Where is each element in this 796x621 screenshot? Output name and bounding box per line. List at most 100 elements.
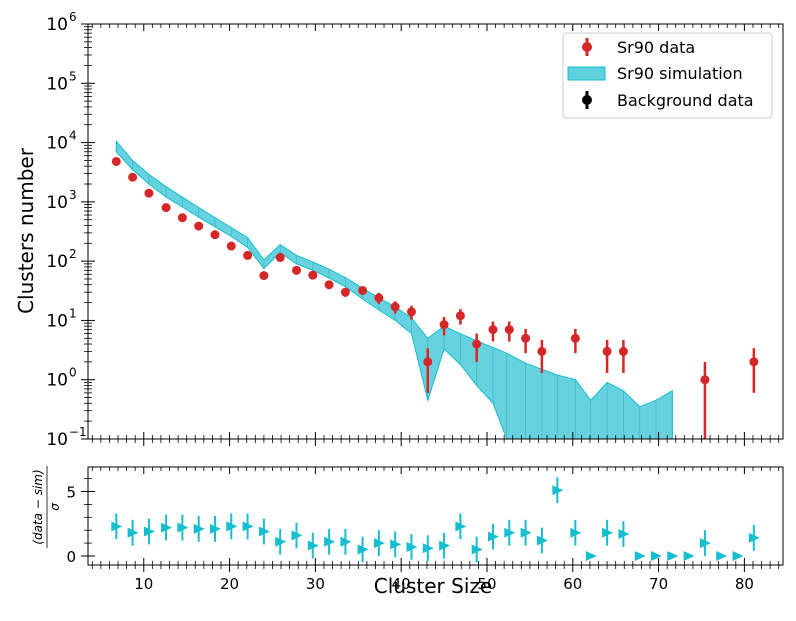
data-point bbox=[504, 325, 514, 335]
residual-point bbox=[667, 550, 679, 561]
data-point bbox=[340, 287, 350, 297]
residual-point bbox=[487, 531, 499, 542]
data-point bbox=[177, 213, 187, 223]
residual-point bbox=[439, 540, 451, 551]
simulation-band-layer bbox=[115, 139, 673, 440]
residual-points-layer bbox=[111, 477, 760, 563]
residual-point bbox=[357, 544, 369, 555]
ratio-y-tick-label: 5 bbox=[66, 484, 76, 502]
data-point bbox=[194, 221, 204, 231]
data-points-layer bbox=[111, 156, 759, 439]
legend-entry-sr90-simulation: Sr90 simulation bbox=[567, 64, 743, 83]
legend-label-sr90-simulation: Sr90 simulation bbox=[617, 64, 743, 83]
data-point bbox=[374, 293, 384, 303]
residual-point bbox=[504, 527, 516, 538]
residual-point bbox=[716, 550, 728, 561]
residual-point bbox=[209, 523, 221, 534]
x-tick-label: 50 bbox=[477, 575, 496, 593]
data-point bbox=[111, 156, 121, 166]
residual-point bbox=[651, 550, 663, 561]
residual-point bbox=[455, 521, 467, 532]
ratio-axes-frame bbox=[87, 466, 784, 566]
residual-point bbox=[699, 538, 711, 549]
residual-point bbox=[193, 523, 205, 534]
y-tick-exponent: 3 bbox=[69, 188, 77, 202]
residual-point bbox=[602, 527, 614, 538]
residual-point bbox=[536, 535, 548, 546]
y-tick-exponent: 4 bbox=[69, 129, 77, 143]
data-point bbox=[275, 253, 285, 263]
residual-point bbox=[177, 522, 189, 533]
data-point bbox=[259, 271, 269, 281]
residual-point bbox=[275, 536, 287, 547]
x-tick-label: 70 bbox=[649, 575, 668, 593]
legend-patch-sr90-simulation bbox=[567, 66, 606, 81]
data-point bbox=[161, 203, 171, 213]
data-point bbox=[472, 339, 482, 349]
ratio-panel: 05 10 20 30 40 50 60 70 80 (data − sim) σ Clust… bbox=[31, 466, 784, 598]
data-point bbox=[144, 188, 154, 198]
x-tick-label: 60 bbox=[563, 575, 582, 593]
residual-point bbox=[307, 540, 319, 551]
residual-point bbox=[291, 530, 303, 541]
y-tick-exponent: 1 bbox=[69, 306, 77, 320]
ratio-x-ticks: 10 20 30 40 50 60 70 80 bbox=[91, 467, 780, 593]
data-point bbox=[700, 375, 710, 385]
y-tick-label: 10 bbox=[46, 252, 68, 272]
residual-point bbox=[242, 521, 254, 532]
data-point bbox=[210, 230, 220, 240]
x-axis-label: Cluster Size bbox=[374, 574, 492, 598]
y-tick-label: 10 bbox=[46, 15, 68, 35]
residual-point bbox=[340, 536, 352, 547]
residual-point bbox=[161, 522, 173, 533]
ratio-y-label-numerator: (data − sim) bbox=[31, 469, 45, 544]
data-point bbox=[292, 265, 301, 275]
data-point bbox=[455, 311, 465, 321]
data-point bbox=[226, 241, 236, 251]
residual-point bbox=[520, 527, 532, 538]
main-x-ticks bbox=[91, 24, 780, 446]
residual-point bbox=[390, 539, 402, 550]
x-tick-label: 80 bbox=[735, 575, 754, 593]
y-tick-exponent: 0 bbox=[69, 366, 77, 380]
data-point bbox=[423, 357, 433, 367]
data-point bbox=[488, 325, 498, 335]
data-point bbox=[243, 250, 253, 260]
data-point bbox=[537, 346, 547, 356]
simulation-band bbox=[115, 139, 673, 440]
residual-point bbox=[324, 536, 336, 547]
x-tick-label: 30 bbox=[306, 575, 325, 593]
y-tick-exponent: −1 bbox=[69, 425, 87, 439]
y-tick-label: 10 bbox=[46, 193, 68, 213]
data-point bbox=[406, 307, 416, 317]
data-point bbox=[128, 172, 138, 182]
y-tick-exponent: 5 bbox=[69, 69, 77, 83]
residual-point bbox=[732, 550, 744, 561]
data-point bbox=[618, 346, 628, 356]
x-tick-label: 10 bbox=[134, 575, 153, 593]
data-point bbox=[324, 280, 334, 290]
x-tick-label: 20 bbox=[220, 575, 239, 593]
ratio-y-ticks: 05 bbox=[66, 478, 95, 566]
residual-point bbox=[406, 541, 418, 552]
residual-point bbox=[111, 521, 123, 532]
ratio-y-label-denominator: σ bbox=[48, 503, 62, 511]
residual-point bbox=[226, 521, 238, 532]
legend-marker-background-data bbox=[582, 95, 592, 105]
data-point bbox=[749, 357, 759, 367]
ratio-y-axis-label: (data − sim) σ bbox=[31, 466, 62, 548]
residual-point bbox=[748, 532, 760, 543]
y-tick-label: 10 bbox=[46, 134, 68, 154]
residual-point bbox=[373, 538, 385, 549]
residual-point bbox=[683, 550, 695, 561]
residual-point bbox=[634, 550, 646, 561]
residual-point bbox=[258, 526, 270, 537]
main-y-axis-label: Clusters number bbox=[14, 147, 38, 314]
legend-entry-background-data: Background data bbox=[582, 91, 754, 110]
y-tick-label: 10 bbox=[46, 311, 68, 331]
y-tick-exponent: 2 bbox=[69, 247, 77, 261]
data-point bbox=[308, 270, 318, 280]
residual-point bbox=[143, 526, 155, 537]
